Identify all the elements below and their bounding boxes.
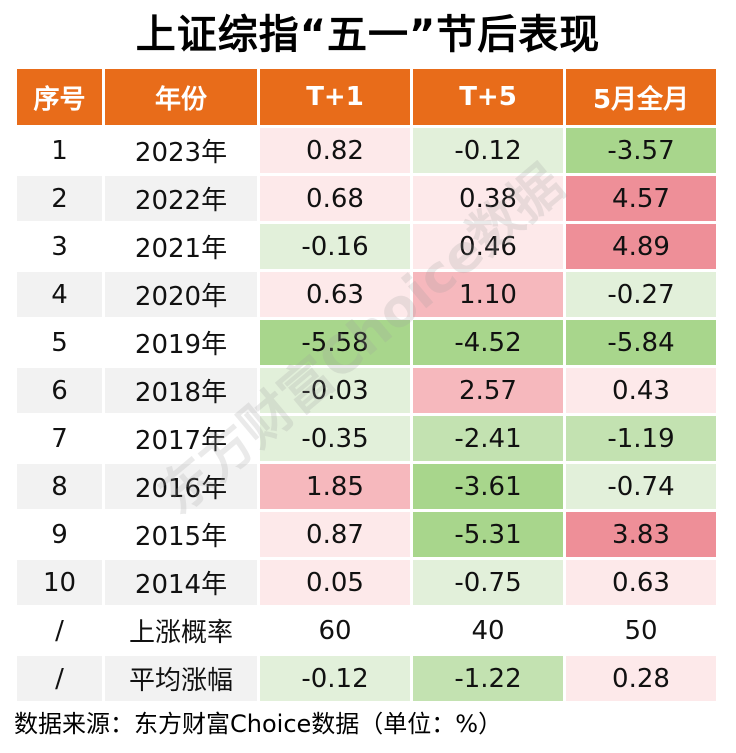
table-row: 7 2017年 -0.35 -2.41 -1.19 (17, 416, 716, 461)
row-year: 2022年 (105, 176, 257, 221)
table-row: / 平均涨幅 -0.12 -1.22 0.28 (17, 656, 716, 701)
cell-may: 0.28 (566, 656, 716, 701)
header-t1: T+1 (260, 69, 410, 125)
cell-t1: 0.63 (260, 272, 410, 317)
cell-may: -5.84 (566, 320, 716, 365)
cell-may: 3.83 (566, 512, 716, 557)
row-index: 5 (17, 320, 102, 365)
cell-t5: -5.31 (413, 512, 563, 557)
table-title: 上证综指“五一”节后表现 (135, 12, 601, 58)
cell-t5: 40 (413, 608, 563, 653)
header-may: 5月全月 (566, 69, 716, 125)
row-index: 2 (17, 176, 102, 221)
cell-t5: -4.52 (413, 320, 563, 365)
row-index: 6 (17, 368, 102, 413)
cell-t5: 2.57 (413, 368, 563, 413)
cell-t1: -0.12 (260, 656, 410, 701)
row-year: 2017年 (105, 416, 257, 461)
cell-t5: -3.61 (413, 464, 563, 509)
header-t5: T+5 (413, 69, 563, 125)
cell-may: 50 (566, 608, 716, 653)
cell-may: 4.57 (566, 176, 716, 221)
row-index: 1 (17, 128, 102, 173)
row-index: 9 (17, 512, 102, 557)
table-row: 5 2019年 -5.58 -4.52 -5.84 (17, 320, 716, 365)
cell-may: -0.74 (566, 464, 716, 509)
row-year: 2019年 (105, 320, 257, 365)
cell-t1: 0.68 (260, 176, 410, 221)
table-body: 1 2023年 0.82 -0.12 -3.57 2 2022年 0.68 0.38 4.57 3 2… (17, 128, 716, 701)
cell-t5: -2.41 (413, 416, 563, 461)
row-index: 8 (17, 464, 102, 509)
row-index: 4 (17, 272, 102, 317)
source-note: 数据来源：东方财富Choice数据（单位：%） (14, 710, 503, 738)
header-row: 序号 年份 T+1 T+5 5月全月 (17, 69, 716, 125)
row-year: 2020年 (105, 272, 257, 317)
cell-t1: 60 (260, 608, 410, 653)
cell-t5: -0.75 (413, 560, 563, 605)
row-year: 2014年 (105, 560, 257, 605)
cell-may: 0.63 (566, 560, 716, 605)
cell-t5: 1.10 (413, 272, 563, 317)
row-year: 2021年 (105, 224, 257, 269)
header-year: 年份 (105, 69, 257, 125)
table-row: 10 2014年 0.05 -0.75 0.63 (17, 560, 716, 605)
row-year: 2023年 (105, 128, 257, 173)
row-index: / (17, 608, 102, 653)
data-table: 序号 年份 T+1 T+5 5月全月 1 2023年 0.82 -0.12 -3.57 2… (14, 66, 719, 704)
row-index: 10 (17, 560, 102, 605)
cell-t1: 0.87 (260, 512, 410, 557)
row-year: 上涨概率 (105, 608, 257, 653)
cell-t5: -1.22 (413, 656, 563, 701)
cell-t1: -5.58 (260, 320, 410, 365)
cell-t1: 0.05 (260, 560, 410, 605)
row-index: 7 (17, 416, 102, 461)
cell-t1: -0.35 (260, 416, 410, 461)
cell-t1: -0.03 (260, 368, 410, 413)
cell-may: -3.57 (566, 128, 716, 173)
table-row: 2 2022年 0.68 0.38 4.57 (17, 176, 716, 221)
table-row: / 上涨概率 60 40 50 (17, 608, 716, 653)
table-row: 6 2018年 -0.03 2.57 0.43 (17, 368, 716, 413)
cell-t5: 0.38 (413, 176, 563, 221)
row-index: / (17, 656, 102, 701)
table-row: 8 2016年 1.85 -3.61 -0.74 (17, 464, 716, 509)
cell-may: -0.27 (566, 272, 716, 317)
cell-t1: 0.82 (260, 128, 410, 173)
cell-t5: -0.12 (413, 128, 563, 173)
row-year: 平均涨幅 (105, 656, 257, 701)
table-row: 1 2023年 0.82 -0.12 -3.57 (17, 128, 716, 173)
row-index: 3 (17, 224, 102, 269)
row-year: 2015年 (105, 512, 257, 557)
cell-t1: -0.16 (260, 224, 410, 269)
header-index: 序号 (17, 69, 102, 125)
table-row: 9 2015年 0.87 -5.31 3.83 (17, 512, 716, 557)
cell-t1: 1.85 (260, 464, 410, 509)
cell-t5: 0.46 (413, 224, 563, 269)
row-year: 2016年 (105, 464, 257, 509)
table-row: 4 2020年 0.63 1.10 -0.27 (17, 272, 716, 317)
row-year: 2018年 (105, 368, 257, 413)
cell-may: 4.89 (566, 224, 716, 269)
cell-may: 0.43 (566, 368, 716, 413)
cell-may: -1.19 (566, 416, 716, 461)
table-row: 3 2021年 -0.16 0.46 4.89 (17, 224, 716, 269)
